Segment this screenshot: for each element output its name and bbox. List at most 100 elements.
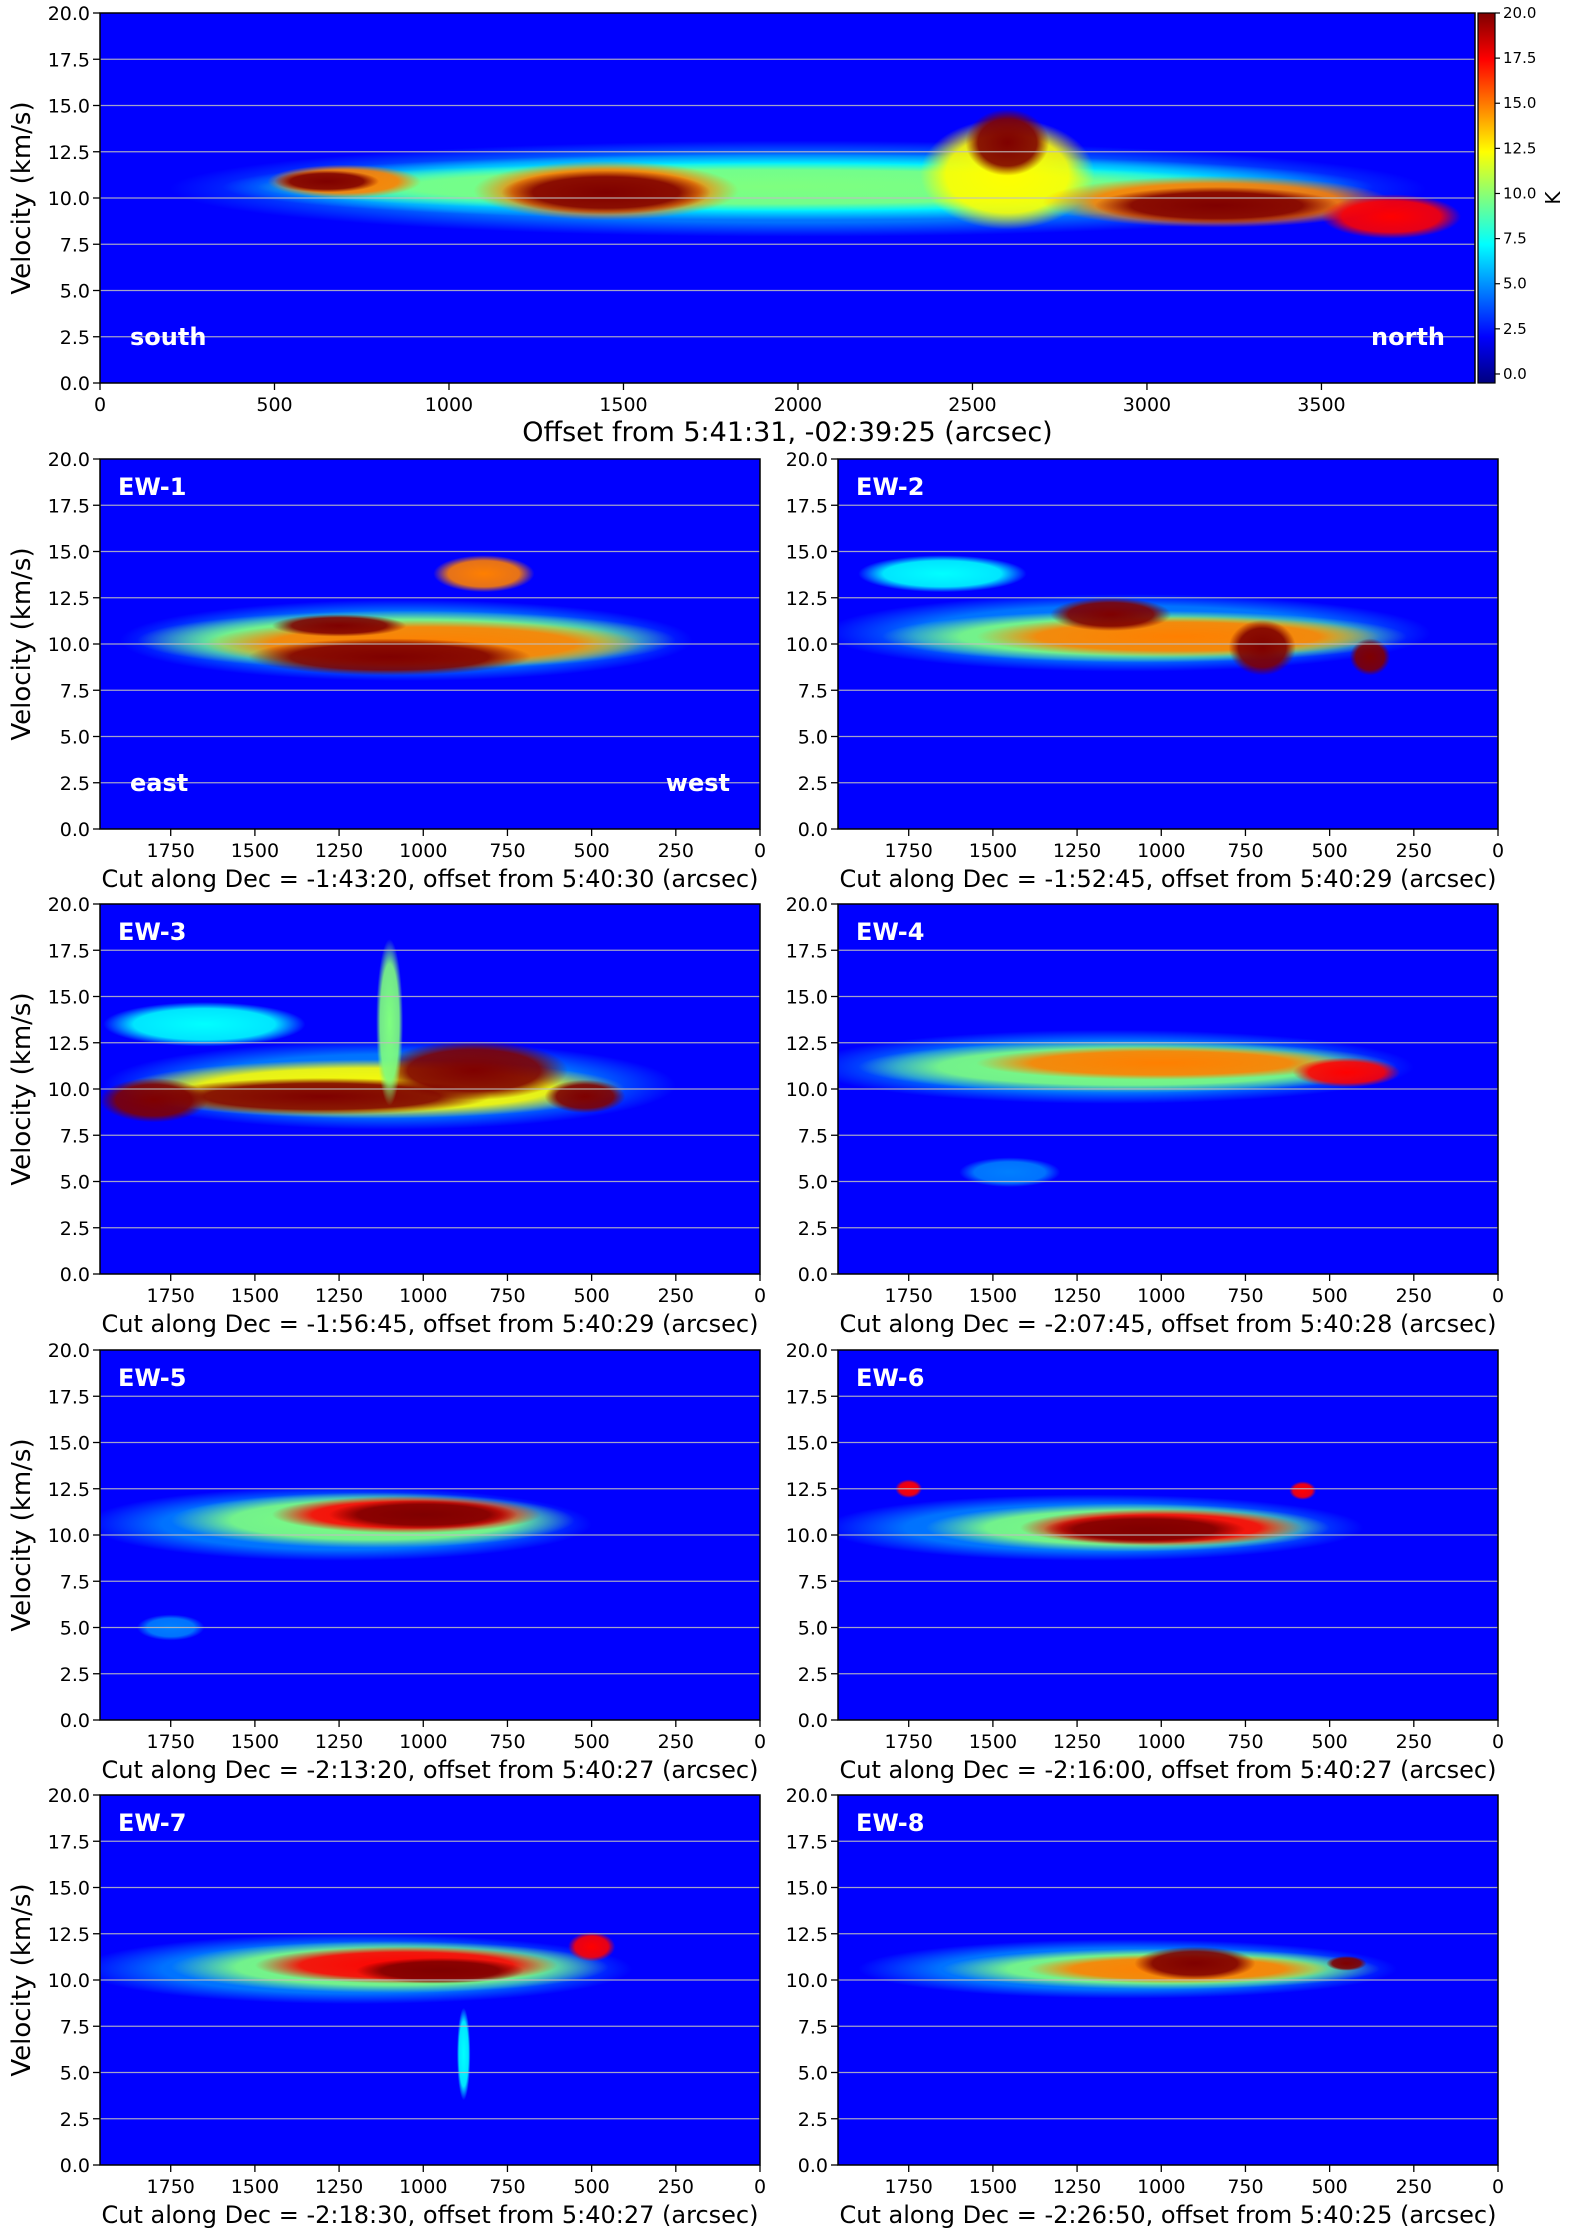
colorbar-tick-label: 2.5 xyxy=(1503,320,1527,338)
x-tick-label: 1250 xyxy=(315,1285,363,1307)
y-tick-label: 17.5 xyxy=(48,495,90,517)
x-tick-label: 1500 xyxy=(231,2176,279,2198)
x-tick-label: 1750 xyxy=(147,1285,195,1307)
x-tick-label: 1500 xyxy=(969,1731,1017,1753)
y-tick-label: 5.0 xyxy=(798,2063,828,2085)
emission-region xyxy=(103,1002,306,1047)
y-tick-label: 17.5 xyxy=(48,940,90,962)
y-tick-label: 15.0 xyxy=(48,1878,90,1900)
y-tick-label: 15.0 xyxy=(786,987,828,1009)
x-tick-label: 750 xyxy=(1227,840,1263,862)
y-tick-label: 0.0 xyxy=(798,1710,828,1732)
panel-label: EW-4 xyxy=(856,918,924,946)
y-tick-label: 5.0 xyxy=(60,281,90,303)
y-axis-label: Velocity (km/s) xyxy=(7,1883,37,2076)
emission-region xyxy=(376,939,404,1106)
y-tick-label: 7.5 xyxy=(60,2016,90,2038)
x-tick-label: 250 xyxy=(1396,840,1432,862)
x-tick-label: 250 xyxy=(1396,1285,1432,1307)
colorbar-tick-label: 17.5 xyxy=(1503,49,1536,67)
panel-ew5: 0.0 2.5 5.0 7.5 10.0 12.5 15.0 17.5 20.0 1750 1500… xyxy=(7,1340,766,1784)
emission-region xyxy=(433,555,535,593)
x-tick-label: 1000 xyxy=(1137,1285,1185,1307)
x-tick-label: 750 xyxy=(1227,1285,1263,1307)
y-tick-label: 12.5 xyxy=(48,1924,90,1946)
x-tick-label: 750 xyxy=(489,2176,525,2198)
x-tick-label: 1000 xyxy=(1137,840,1185,862)
colorbar-label: K xyxy=(1541,191,1565,205)
y-tick-label: 5.0 xyxy=(798,1172,828,1194)
x-tick-label: 1500 xyxy=(231,840,279,862)
y-tick-label: 7.5 xyxy=(60,1571,90,1593)
panel-label: EW-7 xyxy=(118,1809,186,1837)
y-tick-label: 15.0 xyxy=(48,542,90,564)
x-tick-label: 1250 xyxy=(1053,840,1101,862)
emission-region xyxy=(271,614,407,637)
emission-region xyxy=(1050,597,1172,632)
colorbar-tick-label: 0.0 xyxy=(1503,365,1527,383)
x-tick-label: 500 xyxy=(1311,2176,1347,2198)
y-tick-label: 2.5 xyxy=(60,327,90,349)
y-tick-label: 7.5 xyxy=(798,1125,828,1147)
x-tick-label: 1500 xyxy=(231,1285,279,1307)
x-tick-label: 0 xyxy=(754,840,766,862)
x-tick-label: 0 xyxy=(754,1285,766,1307)
emission-region xyxy=(1134,1946,1256,1980)
y-tick-label: 10.0 xyxy=(786,634,828,656)
y-tick-label: 2.5 xyxy=(60,1664,90,1686)
x-tick-label: 250 xyxy=(1396,1731,1432,1753)
y-tick-label: 17.5 xyxy=(786,495,828,517)
y-tick-label: 5.0 xyxy=(60,1618,90,1640)
y-tick-label: 5.0 xyxy=(798,1618,828,1640)
y-tick-label: 10.0 xyxy=(48,1525,90,1547)
colorbar-tick-label: 10.0 xyxy=(1503,184,1536,202)
colorbar-tick-label: 7.5 xyxy=(1503,230,1527,248)
x-tick-label: 1750 xyxy=(885,1731,933,1753)
panel-ew2: 0.0 2.5 5.0 7.5 10.0 12.5 15.0 17.5 20.0 1750 1500… xyxy=(786,449,1504,893)
y-tick-label: 20.0 xyxy=(48,894,90,916)
x-axis-label: Cut along Dec = -1:43:20, offset from 5:… xyxy=(102,865,759,893)
y-tick-label: 10.0 xyxy=(786,1525,828,1547)
x-tick-label: 1000 xyxy=(399,1285,447,1307)
y-tick-label: 20.0 xyxy=(786,1340,828,1362)
x-tick-label: 250 xyxy=(1396,2176,1432,2198)
x-tick-label: 1250 xyxy=(1053,1731,1101,1753)
panel-label: EW-1 xyxy=(118,473,186,501)
y-tick-label: 12.5 xyxy=(786,1033,828,1055)
x-tick-label: 1250 xyxy=(315,2176,363,2198)
heatmap-cells xyxy=(169,109,1462,239)
y-tick-label: 20.0 xyxy=(48,3,90,25)
x-tick-label: 1500 xyxy=(969,1285,1017,1307)
panel-label: EW-2 xyxy=(856,473,924,501)
heatmap-cells xyxy=(858,1939,1397,1999)
y-tick-label: 5.0 xyxy=(798,727,828,749)
x-tick-label: 1750 xyxy=(147,1731,195,1753)
x-tick-label: 1500 xyxy=(969,840,1017,862)
y-tick-label: 0.0 xyxy=(60,1710,90,1732)
y-tick-label: 20.0 xyxy=(48,1340,90,1362)
y-tick-label: 15.0 xyxy=(48,987,90,1009)
x-tick-label: 2500 xyxy=(948,394,996,416)
x-tick-label: 500 xyxy=(573,1285,609,1307)
emission-region xyxy=(858,555,1027,593)
y-tick-label: 12.5 xyxy=(48,142,90,164)
y-tick-label: 5.0 xyxy=(60,727,90,749)
y-tick-label: 7.5 xyxy=(60,680,90,702)
heatmap-cells xyxy=(838,555,1431,676)
y-tick-label: 20.0 xyxy=(48,449,90,471)
panel-main: 0.0 2.5 5.0 7.5 10.0 12.5 15.0 17.5 20.0 0 500 1000… xyxy=(7,3,1476,448)
emission-region xyxy=(1043,1514,1246,1545)
y-tick-label: 17.5 xyxy=(48,1831,90,1853)
x-tick-label: 1250 xyxy=(315,1731,363,1753)
y-tick-label: 0.0 xyxy=(798,819,828,841)
colorbar: 20.0 17.5 15.0 12.5 10.0 7.5 5.0 2.5 0.0 K xyxy=(1477,4,1565,384)
panel-label: EW-3 xyxy=(118,918,186,946)
y-tick-label: 15.0 xyxy=(48,96,90,118)
x-tick-label: 250 xyxy=(658,2176,694,2198)
emission-region xyxy=(355,1957,525,1984)
x-tick-label: 750 xyxy=(1227,2176,1263,2198)
emission-region xyxy=(959,1157,1061,1188)
y-tick-label: 7.5 xyxy=(60,1125,90,1147)
y-tick-label: 7.5 xyxy=(798,1571,828,1593)
emission-region xyxy=(379,1040,569,1101)
